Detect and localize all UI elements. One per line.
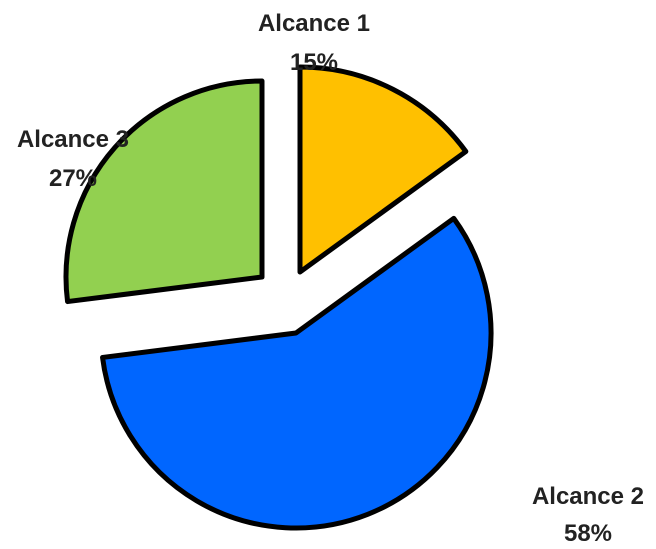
slice-value-alcance-1: 15% — [290, 49, 338, 76]
slice-value-alcance-2: 58% — [564, 520, 612, 547]
pie-slice-alcance-3 — [63, 78, 265, 305]
pie-labels: Alcance 1 15% Alcance 2 58% Alcance 3 27… — [17, 10, 644, 547]
slice-label-alcance-1: Alcance 1 — [258, 10, 370, 37]
pie-slices — [63, 64, 494, 531]
pie-slice-alcance-2 — [100, 215, 494, 531]
pie-slice-alcance-1 — [297, 64, 469, 275]
slice-label-alcance-3: Alcance 3 — [17, 126, 129, 153]
slice-value-alcance-3: 27% — [49, 165, 97, 192]
slice-label-alcance-2: Alcance 2 — [532, 483, 644, 510]
